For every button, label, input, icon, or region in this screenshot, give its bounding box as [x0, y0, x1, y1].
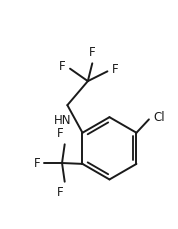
Text: Cl: Cl — [153, 111, 165, 124]
Text: HN: HN — [54, 114, 72, 127]
Text: F: F — [57, 127, 64, 140]
Text: F: F — [59, 60, 66, 73]
Text: F: F — [34, 156, 40, 169]
Text: F: F — [112, 63, 119, 76]
Text: F: F — [89, 46, 96, 59]
Text: F: F — [57, 186, 64, 199]
